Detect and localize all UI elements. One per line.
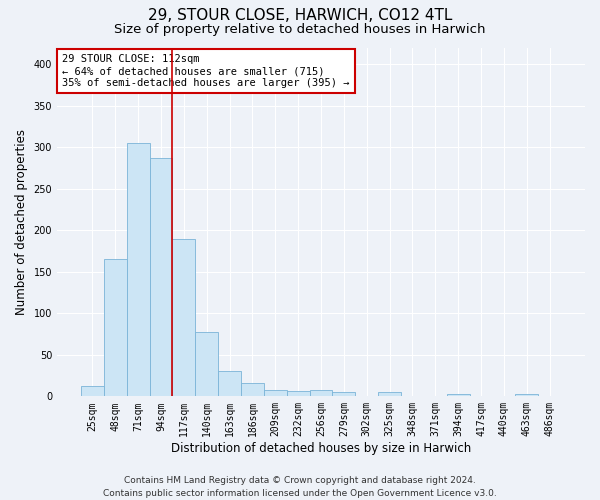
Bar xyxy=(218,372,241,396)
Bar xyxy=(332,392,355,396)
Bar xyxy=(264,390,287,396)
Bar xyxy=(287,390,310,396)
Bar xyxy=(81,386,104,396)
Y-axis label: Number of detached properties: Number of detached properties xyxy=(15,129,28,315)
Bar xyxy=(241,383,264,396)
Bar xyxy=(149,158,172,396)
Bar xyxy=(515,394,538,396)
X-axis label: Distribution of detached houses by size in Harwich: Distribution of detached houses by size … xyxy=(171,442,471,455)
Bar xyxy=(196,332,218,396)
Text: Size of property relative to detached houses in Harwich: Size of property relative to detached ho… xyxy=(114,22,486,36)
Bar xyxy=(378,392,401,396)
Bar xyxy=(127,143,149,397)
Bar xyxy=(172,238,196,396)
Bar xyxy=(310,390,332,396)
Text: 29 STOUR CLOSE: 112sqm
← 64% of detached houses are smaller (715)
35% of semi-de: 29 STOUR CLOSE: 112sqm ← 64% of detached… xyxy=(62,54,350,88)
Bar xyxy=(447,394,470,396)
Text: 29, STOUR CLOSE, HARWICH, CO12 4TL: 29, STOUR CLOSE, HARWICH, CO12 4TL xyxy=(148,8,452,22)
Text: Contains HM Land Registry data © Crown copyright and database right 2024.
Contai: Contains HM Land Registry data © Crown c… xyxy=(103,476,497,498)
Bar xyxy=(104,260,127,396)
